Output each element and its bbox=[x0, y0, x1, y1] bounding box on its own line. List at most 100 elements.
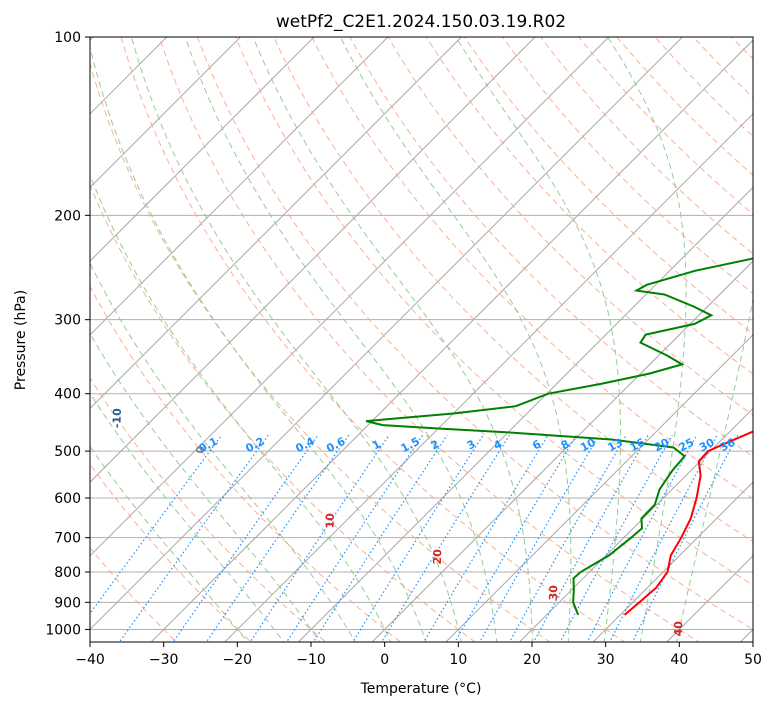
chart-title: wetPf2_C2E1.2024.150.03.19.R02 bbox=[276, 12, 566, 32]
isotherm bbox=[90, 37, 463, 410]
moist-adiabat bbox=[90, 392, 285, 642]
mixing-ratio-label: 10 bbox=[578, 436, 598, 455]
dry-adiabat-label: -20 bbox=[33, 376, 47, 397]
x-tick-label: 0 bbox=[380, 652, 389, 668]
y-tick-label: 100 bbox=[54, 30, 81, 46]
dry-adiabat bbox=[90, 377, 327, 642]
dewpoint-profile-line bbox=[365, 257, 753, 616]
temperature-profile-line bbox=[623, 430, 753, 616]
y-tick-label: 800 bbox=[54, 565, 81, 581]
dry-adiabat bbox=[501, 37, 753, 295]
dry-adiabat bbox=[578, 37, 753, 216]
mixing-ratio-label: 1 bbox=[370, 437, 383, 452]
isotherm bbox=[90, 37, 536, 483]
dry-adiabat bbox=[90, 62, 551, 642]
moist-adiabat bbox=[90, 261, 356, 642]
mixing-ratio-label: 20 bbox=[652, 436, 672, 455]
dry-adiabat bbox=[743, 10, 775, 654]
mixing-ratio-label: 16 bbox=[628, 436, 648, 455]
dry-adiabat-label: 40 bbox=[672, 621, 685, 637]
isotherm bbox=[666, 555, 753, 642]
isotherm bbox=[90, 37, 315, 262]
y-tick-label: 400 bbox=[54, 387, 81, 403]
mixing-ratio-line bbox=[249, 434, 390, 642]
dry-adiabat-label: 20 bbox=[431, 549, 444, 565]
y-tick-label: 700 bbox=[54, 531, 81, 547]
y-tick-label: 200 bbox=[54, 208, 81, 224]
dry-adiabat-label: 30 bbox=[547, 585, 560, 601]
mixing-ratio-line bbox=[586, 434, 698, 642]
mixing-ratio-label: 13 bbox=[605, 436, 625, 455]
mixing-ratio-line bbox=[380, 434, 511, 642]
dry-adiabat bbox=[158, 37, 701, 642]
isotherm bbox=[518, 407, 753, 642]
mixing-ratio-label: 25 bbox=[677, 436, 697, 455]
x-axis-label: Temperature (°C) bbox=[360, 681, 482, 697]
moist-adiabat bbox=[339, 37, 572, 642]
moist-adiabat bbox=[90, 445, 249, 642]
moist-adiabat bbox=[131, 37, 462, 642]
moist-adiabat bbox=[90, 332, 321, 642]
mixing-ratio-label: 3 bbox=[465, 437, 478, 452]
y-tick-label: 1000 bbox=[45, 622, 81, 638]
mixing-ratio-line bbox=[454, 434, 578, 642]
mixing-ratio-line bbox=[479, 434, 600, 642]
moist-adiabat bbox=[184, 37, 498, 642]
moist-adiabat bbox=[607, 37, 687, 642]
dry-adiabat bbox=[730, 37, 753, 60]
mixing-ratio-line bbox=[508, 434, 627, 642]
dry-adiabat bbox=[349, 37, 753, 458]
dry-adiabat bbox=[90, 547, 178, 642]
y-tick-label: 500 bbox=[54, 444, 81, 460]
y-tick-label: 600 bbox=[54, 491, 81, 507]
y-tick-label: 300 bbox=[54, 313, 81, 329]
mixing-ratio-label: 2 bbox=[429, 437, 442, 452]
dry-adiabat bbox=[90, 285, 402, 642]
dry-adiabat-label: 10 bbox=[323, 513, 336, 529]
mixing-ratio-label: 36 bbox=[718, 435, 738, 454]
moist-adiabat bbox=[455, 37, 622, 642]
mixing-ratio-line bbox=[609, 434, 718, 642]
isotherm bbox=[371, 260, 753, 642]
isotherm bbox=[592, 481, 753, 642]
x-tick-label: 10 bbox=[449, 652, 467, 668]
line-labels: -100-90-80-70-60-50-40-30-20-10010203040… bbox=[0, 376, 738, 637]
mixing-ratio-line bbox=[172, 434, 319, 642]
y-axis-label: Pressure (hPa) bbox=[13, 290, 29, 390]
dry-adiabat bbox=[120, 37, 626, 642]
dry-adiabat bbox=[234, 37, 753, 586]
background-grid bbox=[90, 10, 775, 654]
mixing-ratio-line bbox=[533, 434, 649, 642]
y-tick-label: 900 bbox=[54, 595, 81, 611]
dry-adiabat bbox=[196, 37, 753, 630]
x-tick-label: −40 bbox=[75, 652, 105, 668]
dry-adiabat bbox=[463, 37, 753, 335]
isotherm bbox=[739, 628, 753, 642]
axes: −40 −30 −20 −10 0 10 20 30 40 5010020030040050060… bbox=[45, 30, 762, 668]
mixing-ratio-label: 0.6 bbox=[324, 435, 348, 456]
dry-adiabat bbox=[539, 37, 753, 255]
plot-frame bbox=[89, 36, 754, 643]
isotherm bbox=[150, 39, 753, 642]
mixing-ratio-line bbox=[118, 434, 269, 642]
isotherm bbox=[90, 37, 684, 631]
dry-adiabat-label: -40 bbox=[0, 513, 12, 534]
mixing-ratio-line bbox=[205, 434, 350, 642]
mixing-ratio-label: 4 bbox=[491, 437, 504, 452]
mixing-ratio-line bbox=[423, 434, 549, 642]
dry-adiabat bbox=[273, 37, 753, 543]
x-tick-label: −20 bbox=[223, 652, 253, 668]
x-tick-label: 40 bbox=[670, 652, 688, 668]
x-tick-label: 20 bbox=[523, 652, 541, 668]
dry-adiabat bbox=[90, 463, 252, 642]
x-tick-label: 30 bbox=[597, 652, 615, 668]
isotherm bbox=[90, 37, 610, 557]
moist-adiabat bbox=[676, 296, 753, 642]
isotherm bbox=[224, 113, 753, 642]
isotherm bbox=[297, 186, 753, 642]
dry-adiabat bbox=[311, 37, 753, 500]
x-tick-label: −30 bbox=[149, 652, 179, 668]
moist-adiabat bbox=[90, 173, 392, 642]
moist-adiabat bbox=[90, 45, 427, 642]
